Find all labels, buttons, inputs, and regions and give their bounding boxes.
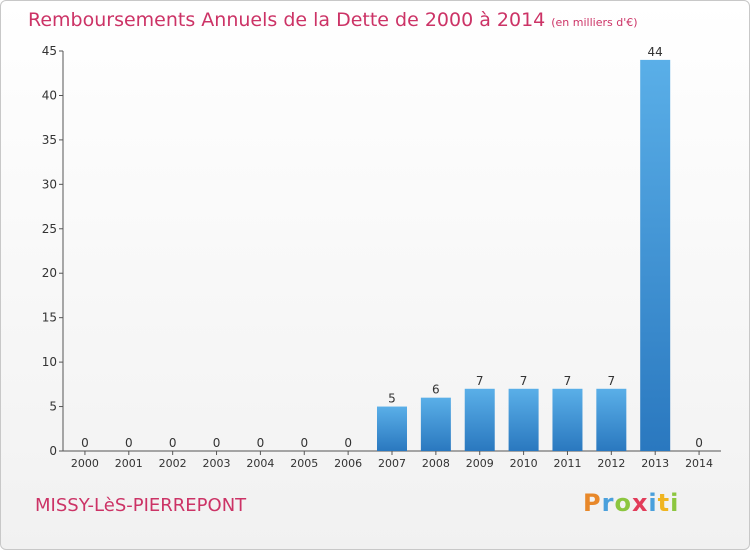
bar xyxy=(377,406,407,451)
bar xyxy=(508,388,539,451)
logo-letter: P xyxy=(583,489,602,517)
bar-value-label: 6 xyxy=(432,383,440,397)
chart-title: Remboursements Annuels de la Dette de 20… xyxy=(28,9,638,31)
x-tick-label: 2013 xyxy=(641,457,669,470)
chart-value-labels: 0 0 0 0 0 0 0 5 6 7 7 7 7 44 0 xyxy=(81,45,703,450)
y-tick-label: 35 xyxy=(42,133,57,147)
bar-value-label: 7 xyxy=(608,374,616,388)
logo-letter: t xyxy=(657,489,671,517)
x-tick-label: 2008 xyxy=(422,457,450,470)
bar-value-label: 0 xyxy=(125,436,133,450)
x-tick-label: 2000 xyxy=(71,457,99,470)
y-tick-label: 40 xyxy=(42,88,57,102)
chart-subtitle: (en milliers d'€) xyxy=(551,16,638,29)
y-tick-label: 30 xyxy=(42,177,57,191)
y-tick-label: 0 xyxy=(49,444,57,458)
bar xyxy=(596,388,627,451)
bar xyxy=(640,59,671,452)
place-name: MISSY-LèS-PIERREPONT xyxy=(35,495,247,516)
logo-letter: i xyxy=(670,489,680,517)
chart-bars xyxy=(377,59,671,452)
x-tick-label: 2001 xyxy=(115,457,143,470)
x-tick-label: 2012 xyxy=(597,457,625,470)
bar xyxy=(420,397,451,451)
x-tick-label: 2005 xyxy=(290,457,318,470)
y-tick-label: 20 xyxy=(42,266,57,280)
bar-value-label: 0 xyxy=(169,436,177,450)
x-tick-label: 2004 xyxy=(246,457,274,470)
bar-value-label: 7 xyxy=(476,374,484,388)
x-tick-label: 2007 xyxy=(378,457,406,470)
bar xyxy=(552,388,583,451)
x-tick-label: 2006 xyxy=(334,457,362,470)
logo-letter: x xyxy=(631,489,649,517)
logo-letter: o xyxy=(614,489,632,517)
bar-value-label: 0 xyxy=(300,436,308,450)
proxiti-logo: Proxiti xyxy=(583,489,679,517)
y-tick-label: 45 xyxy=(42,44,57,58)
y-tick-label: 25 xyxy=(42,222,57,236)
y-tick-label: 15 xyxy=(42,311,57,325)
bar xyxy=(464,388,495,451)
bar-value-label: 0 xyxy=(81,436,89,450)
y-tick-label: 5 xyxy=(49,400,57,414)
logo-letter: r xyxy=(601,489,615,517)
x-tick-label: 2014 xyxy=(685,457,713,470)
bar-value-label: 5 xyxy=(388,392,396,406)
bar-value-label: 7 xyxy=(564,374,572,388)
bar-value-label: 0 xyxy=(344,436,352,450)
x-tick-label: 2010 xyxy=(510,457,538,470)
bar-value-label: 7 xyxy=(520,374,528,388)
x-tick-label: 2009 xyxy=(466,457,494,470)
x-tick-label: 2003 xyxy=(203,457,231,470)
bar-value-label: 0 xyxy=(213,436,221,450)
logo-letter: i xyxy=(648,489,658,517)
x-tick-label: 2011 xyxy=(553,457,581,470)
bar-value-label: 44 xyxy=(648,45,663,59)
chart-title-text: Remboursements Annuels de la Dette de 20… xyxy=(28,9,546,31)
bar-value-label: 0 xyxy=(257,436,265,450)
x-tick-label: 2002 xyxy=(159,457,187,470)
bar-value-label: 0 xyxy=(695,436,703,450)
y-tick-label: 10 xyxy=(42,355,57,369)
